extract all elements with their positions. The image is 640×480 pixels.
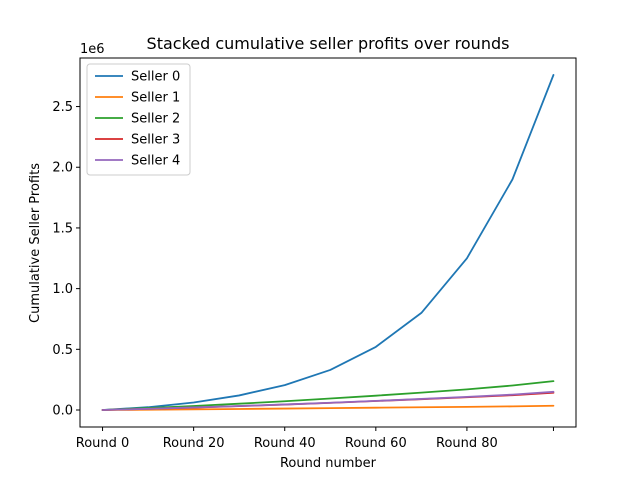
series-line-seller-2 — [101, 380, 555, 411]
y-tick-label: 0.0 — [52, 404, 73, 419]
series-lines — [101, 74, 555, 411]
legend-entry-seller-0: Seller 0 — [131, 70, 180, 85]
x-tick-label: Round 60 — [345, 436, 407, 451]
x-tick-label: Round 80 — [436, 436, 498, 451]
series-line-seller-4 — [101, 390, 555, 411]
y-tick-label: 0.5 — [52, 343, 73, 358]
y-tick-label: 2.5 — [52, 100, 73, 115]
y-axis-offset-label: 1e6 — [80, 42, 105, 57]
legend-entry-seller-4: Seller 4 — [131, 154, 180, 169]
x-tick-label: Round 0 — [76, 436, 130, 451]
legend-entry-seller-3: Seller 3 — [131, 133, 180, 148]
x-tick-label: Round 40 — [254, 436, 316, 451]
y-tick-label: 2.0 — [52, 161, 73, 176]
legend-entry-seller-1: Seller 1 — [131, 91, 180, 106]
y-tick-label: 1.5 — [52, 221, 73, 236]
series-line-seller-1 — [101, 404, 555, 411]
legend: Seller 0 Seller 1 Seller 2 Seller 3 Seller 4 — [86, 63, 191, 176]
series-line-seller-0 — [101, 74, 555, 411]
x-tick-label: Round 20 — [163, 436, 225, 451]
chart-title: Stacked cumulative seller profits over r… — [147, 34, 510, 53]
y-axis-label: Cumulative Seller Profits — [28, 163, 43, 323]
plot-area-frame — [79, 57, 577, 428]
x-axis-label: Round number — [280, 456, 377, 471]
legend-entry-seller-2: Seller 2 — [131, 112, 180, 127]
legend-box — [86, 63, 191, 176]
y-tick-label: 1.0 — [52, 282, 73, 297]
axis-ticks: Round 0 Round 20 Round 40 Round 60 Round 80 0… — [52, 100, 554, 451]
